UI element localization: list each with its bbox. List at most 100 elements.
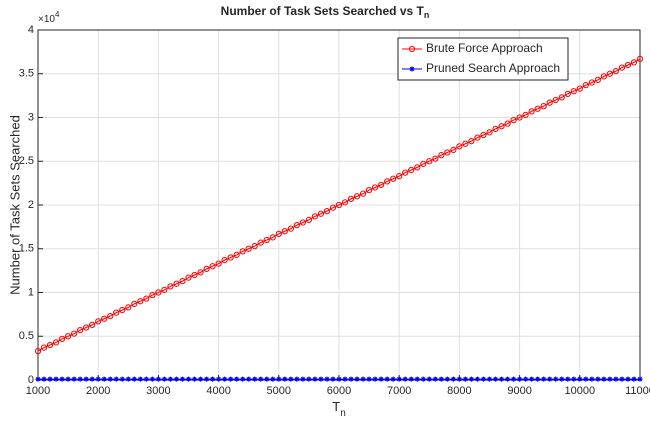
- marker: [276, 376, 282, 382]
- marker: [282, 376, 288, 382]
- marker: [630, 59, 638, 66]
- marker: [336, 376, 342, 382]
- marker: [468, 138, 475, 145]
- marker: [456, 376, 462, 382]
- marker: [462, 376, 468, 382]
- marker: [227, 254, 234, 261]
- marker: [95, 376, 101, 382]
- marker: [34, 348, 42, 355]
- marker: [353, 193, 361, 200]
- marker: [204, 376, 210, 382]
- marker: [143, 376, 149, 382]
- marker: [589, 376, 595, 382]
- x-tick-label: 2000: [86, 385, 110, 397]
- marker: [534, 105, 541, 112]
- marker: [317, 210, 325, 217]
- marker: [522, 111, 529, 118]
- marker: [119, 306, 126, 314]
- marker: [89, 321, 96, 328]
- marker: [462, 140, 469, 147]
- marker: [77, 376, 83, 382]
- marker: [245, 245, 252, 252]
- marker: [89, 376, 95, 382]
- marker: [408, 166, 415, 174]
- marker: [487, 376, 492, 382]
- marker: [83, 376, 89, 382]
- marker: [631, 376, 637, 382]
- marker: [450, 146, 457, 153]
- marker: [323, 208, 331, 215]
- marker: [378, 376, 384, 382]
- marker: [565, 376, 571, 382]
- marker: [41, 376, 47, 382]
- marker: [432, 155, 439, 162]
- x-axis-label: Tn: [332, 399, 346, 418]
- marker: [65, 376, 71, 382]
- marker: [234, 376, 240, 382]
- marker: [269, 234, 276, 241]
- y-multiplier-exponent: 4: [55, 10, 60, 19]
- marker: [65, 333, 72, 340]
- marker: [257, 239, 264, 246]
- marker: [384, 376, 390, 382]
- marker: [179, 376, 185, 382]
- marker: [149, 376, 155, 382]
- marker: [595, 376, 601, 382]
- marker: [474, 134, 481, 141]
- marker: [348, 376, 354, 382]
- marker: [499, 376, 505, 382]
- marker: [547, 376, 553, 382]
- marker: [293, 222, 300, 229]
- marker: [636, 55, 644, 62]
- marker: [510, 117, 517, 124]
- marker: [83, 324, 90, 331]
- marker: [396, 173, 403, 180]
- marker: [637, 376, 643, 382]
- marker: [71, 376, 77, 382]
- x-tick-label: 4000: [206, 385, 230, 397]
- marker: [53, 376, 59, 382]
- marker: [113, 309, 120, 316]
- marker: [600, 73, 607, 80]
- marker: [40, 344, 48, 351]
- marker: [192, 376, 198, 382]
- x-label-subscript: n: [340, 408, 346, 419]
- marker: [125, 304, 132, 311]
- marker: [311, 213, 319, 220]
- marker: [59, 376, 65, 382]
- marker: [113, 376, 119, 382]
- marker: [287, 225, 294, 232]
- x-tick-label: 3000: [146, 385, 170, 397]
- x-tick-label: 9000: [507, 385, 531, 397]
- legend-label: Pruned Search Approach: [426, 61, 560, 75]
- marker: [155, 376, 161, 382]
- marker: [493, 376, 499, 382]
- marker: [119, 376, 125, 382]
- marker: [71, 330, 78, 337]
- marker: [559, 376, 565, 382]
- marker: [498, 123, 505, 130]
- y-tick-label: 3.5: [19, 68, 34, 80]
- marker: [558, 94, 565, 101]
- marker: [324, 376, 330, 382]
- x-tick-label: 10000: [565, 385, 596, 397]
- marker: [360, 376, 366, 382]
- marker: [552, 96, 559, 104]
- marker: [46, 341, 54, 349]
- marker: [335, 201, 343, 209]
- marker: [480, 131, 487, 139]
- marker: [372, 184, 379, 191]
- marker: [47, 376, 53, 382]
- marker: [312, 376, 318, 382]
- marker: [378, 181, 385, 188]
- marker: [173, 376, 179, 382]
- marker: [341, 199, 349, 206]
- marker: [612, 68, 620, 75]
- marker: [246, 376, 252, 382]
- marker: [330, 376, 336, 382]
- marker: [203, 265, 210, 272]
- marker: [553, 376, 559, 382]
- marker: [390, 376, 396, 382]
- marker: [444, 149, 451, 156]
- marker: [221, 257, 228, 264]
